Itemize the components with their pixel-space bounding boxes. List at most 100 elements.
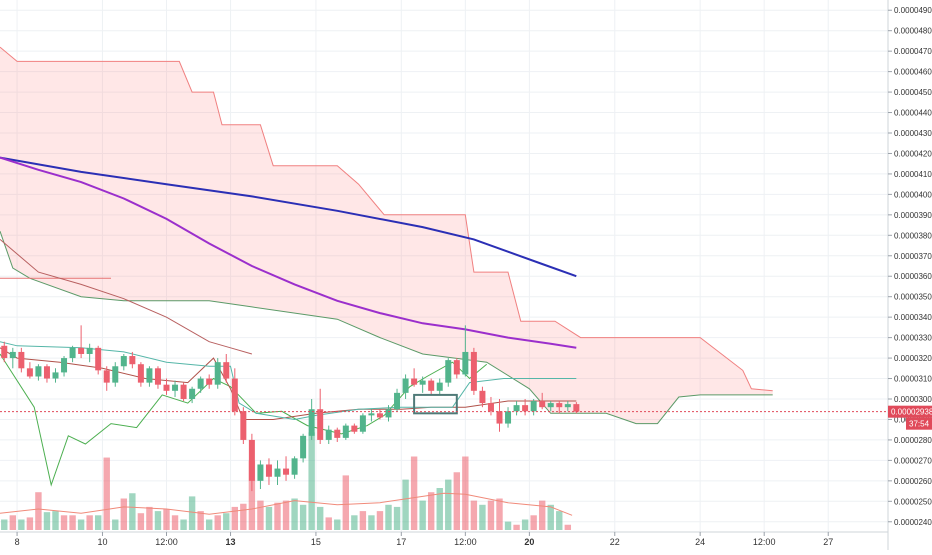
candle-body bbox=[419, 380, 426, 385]
volume-bar bbox=[359, 511, 367, 530]
ma-slow-line bbox=[0, 156, 577, 278]
candle-body bbox=[385, 409, 392, 418]
candle-body bbox=[223, 362, 230, 379]
candle-body bbox=[240, 411, 247, 440]
volume-bar bbox=[402, 479, 409, 530]
volume-bar bbox=[342, 475, 350, 530]
volume-bar bbox=[69, 515, 76, 530]
volume-bar bbox=[9, 515, 17, 530]
countdown-label: 37:54 bbox=[909, 420, 930, 429]
candle-body bbox=[487, 403, 494, 412]
volume-bar bbox=[60, 515, 68, 530]
candle-body bbox=[496, 411, 503, 424]
candlesticks[interactable] bbox=[1, 325, 580, 492]
volume-bar bbox=[564, 524, 572, 530]
volume-bar bbox=[316, 506, 324, 530]
candle-body bbox=[18, 351, 25, 369]
candle-body bbox=[137, 364, 144, 383]
senkou-span-b bbox=[0, 231, 773, 425]
candle-body bbox=[402, 378, 409, 393]
candle-body bbox=[112, 366, 119, 383]
volume-bar bbox=[376, 511, 384, 530]
volume-bar bbox=[52, 511, 59, 530]
volume-bars bbox=[0, 432, 573, 530]
volume-bar bbox=[231, 506, 239, 530]
countdown-tag bbox=[906, 417, 932, 430]
candle-body bbox=[95, 347, 102, 371]
volume-bar bbox=[393, 506, 401, 530]
x-axis[interactable]: 8 10 12:00 13 15 17 12:00 20 22 24 12:00 27 bbox=[0, 531, 888, 547]
volume-bar bbox=[240, 503, 247, 530]
volume-bar bbox=[470, 500, 478, 530]
volume-bar bbox=[120, 498, 128, 530]
candle-body bbox=[376, 413, 383, 418]
candle-body bbox=[43, 366, 50, 379]
volume-bar bbox=[368, 515, 375, 530]
senkou-span-a bbox=[0, 46, 773, 392]
candle-body bbox=[505, 411, 512, 424]
candle-body bbox=[9, 351, 16, 359]
volume-bar bbox=[556, 511, 563, 530]
candle-body bbox=[78, 347, 85, 354]
volume-bar bbox=[351, 515, 358, 530]
volume-bar bbox=[274, 502, 281, 530]
volume-bar bbox=[496, 498, 503, 530]
candle-body bbox=[146, 368, 153, 383]
volume-bar bbox=[94, 515, 102, 530]
volume-bar bbox=[538, 500, 546, 530]
candle-body bbox=[129, 356, 136, 365]
volume-bar bbox=[513, 524, 520, 530]
candle-body bbox=[26, 368, 33, 377]
volume-bar bbox=[197, 511, 204, 530]
volume-bar bbox=[410, 456, 418, 530]
candle-body bbox=[300, 435, 307, 459]
candle-body bbox=[52, 372, 59, 379]
volume-bar bbox=[419, 500, 426, 530]
x-tick-label: 8 bbox=[15, 537, 20, 547]
volume-bar bbox=[487, 500, 495, 530]
grid bbox=[0, 0, 888, 532]
candle-body bbox=[342, 425, 349, 438]
volume-bar bbox=[18, 519, 25, 530]
x-tick-label: 17 bbox=[396, 537, 406, 547]
candle-body bbox=[428, 380, 435, 391]
volume-bar bbox=[43, 512, 51, 530]
volume-bar bbox=[223, 513, 230, 530]
x-tick-label: 12:00 bbox=[753, 537, 776, 547]
candle-body bbox=[317, 409, 324, 440]
volume-bar bbox=[325, 517, 332, 530]
volume-bar bbox=[214, 515, 221, 530]
highlight-box bbox=[413, 393, 458, 415]
lagging-span-line bbox=[0, 353, 488, 487]
candle-body bbox=[206, 378, 213, 385]
candle-body bbox=[69, 347, 76, 359]
candle-body bbox=[1, 345, 8, 359]
x-tick-label: 22 bbox=[610, 537, 620, 547]
volume-bar bbox=[77, 519, 85, 530]
volume-bar bbox=[385, 504, 392, 530]
volume-bar bbox=[521, 519, 529, 530]
candle-body bbox=[231, 378, 238, 412]
candle-body bbox=[539, 401, 546, 408]
volume-bar bbox=[112, 519, 119, 530]
x-tick-label: 27 bbox=[823, 537, 833, 547]
